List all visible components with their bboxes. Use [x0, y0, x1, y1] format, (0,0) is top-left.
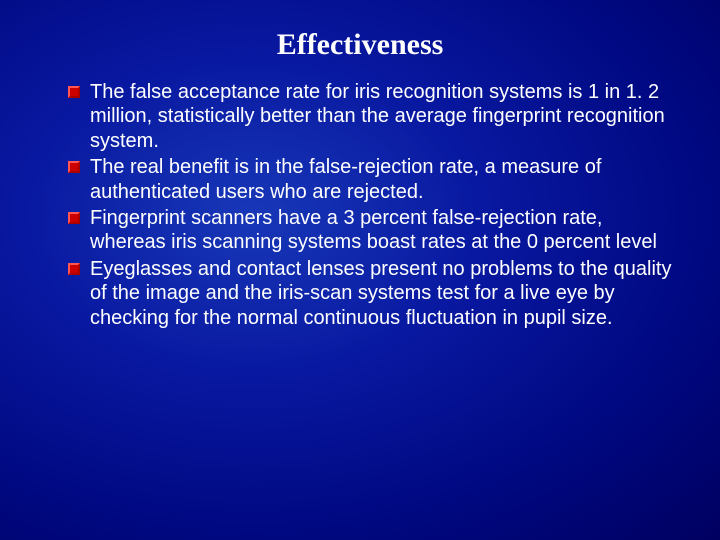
slide-container: Effectiveness The false acceptance rate …: [0, 0, 720, 540]
bullet-icon: [68, 263, 80, 275]
list-item: The false acceptance rate for iris recog…: [68, 80, 672, 153]
bullet-text: The real benefit is in the false-rejecti…: [90, 155, 672, 204]
bullet-text: Eyeglasses and contact lenses present no…: [90, 257, 672, 330]
list-item: Fingerprint scanners have a 3 percent fa…: [68, 206, 672, 255]
list-item: Eyeglasses and contact lenses present no…: [68, 257, 672, 330]
bullet-list: The false acceptance rate for iris recog…: [48, 80, 672, 330]
slide-title: Effectiveness: [48, 28, 672, 62]
list-item: The real benefit is in the false-rejecti…: [68, 155, 672, 204]
bullet-text: Fingerprint scanners have a 3 percent fa…: [90, 206, 672, 255]
bullet-icon: [68, 86, 80, 98]
bullet-icon: [68, 212, 80, 224]
bullet-text: The false acceptance rate for iris recog…: [90, 80, 672, 153]
bullet-icon: [68, 161, 80, 173]
